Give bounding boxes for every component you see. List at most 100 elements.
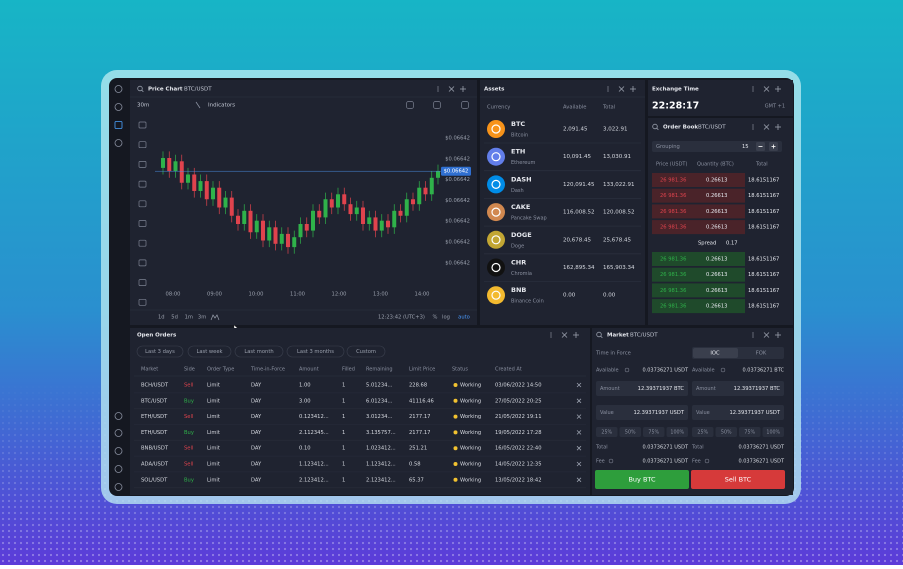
- sidebar-icon[interactable]: [114, 85, 123, 93]
- percent-label[interactable]: 75%: [648, 430, 659, 436]
- amount-input[interactable]: [596, 381, 688, 396]
- more-icon[interactable]: [437, 88, 439, 90]
- percent-button[interactable]: [596, 427, 618, 437]
- tif-option[interactable]: FOK: [756, 351, 767, 357]
- sidebar-icon[interactable]: [114, 139, 123, 147]
- drawing-tool[interactable]: [138, 141, 147, 149]
- more-icon[interactable]: [437, 86, 439, 88]
- cell: Working: [460, 383, 481, 389]
- tab-label[interactable]: Last week: [196, 349, 222, 355]
- cell: ETH/USDT: [141, 430, 168, 436]
- more-icon[interactable]: [752, 332, 754, 334]
- drawing-tool[interactable]: [138, 239, 147, 247]
- value-input[interactable]: [692, 405, 784, 420]
- more-icon[interactable]: [752, 334, 754, 336]
- percent-button[interactable]: [715, 427, 738, 437]
- scale-option[interactable]: auto: [458, 315, 470, 321]
- more-icon[interactable]: [752, 126, 754, 128]
- tab[interactable]: [286, 345, 345, 358]
- more-icon[interactable]: [752, 88, 754, 90]
- more-icon[interactable]: [437, 90, 439, 92]
- coin-symbol: BTC: [511, 120, 525, 128]
- percent-button[interactable]: [643, 427, 665, 437]
- percent-label[interactable]: 25%: [601, 430, 612, 436]
- cell: Limit: [207, 414, 220, 420]
- tab-label[interactable]: Last 3 days: [145, 349, 175, 355]
- percent-label[interactable]: 100%: [766, 430, 780, 436]
- percent-button[interactable]: [692, 427, 714, 437]
- drawing-tool[interactable]: [138, 279, 147, 286]
- sidebar-icon[interactable]: [114, 429, 123, 437]
- indicators-button[interactable]: Indicators: [208, 103, 235, 109]
- percent-button[interactable]: [619, 427, 642, 437]
- drawing-tool[interactable]: [138, 200, 147, 208]
- tab-label[interactable]: Last 3 months: [297, 349, 334, 355]
- candle-body: [173, 161, 178, 172]
- tab[interactable]: [136, 345, 184, 358]
- buy-button-label[interactable]: Buy BTC: [628, 476, 656, 484]
- more-icon[interactable]: [607, 88, 609, 90]
- toolbar-icon[interactable]: [433, 101, 441, 109]
- sell-button-label[interactable]: Sell BTC: [725, 476, 752, 484]
- tab-label[interactable]: Custom: [356, 349, 376, 355]
- percent-label[interactable]: 75%: [744, 430, 755, 436]
- drawing-tool[interactable]: [138, 121, 147, 129]
- more-icon[interactable]: [752, 124, 754, 126]
- sidebar-icon[interactable]: [114, 103, 123, 111]
- toolbar-icon[interactable]: [406, 101, 414, 109]
- more-icon[interactable]: [752, 86, 754, 88]
- drawing-tool[interactable]: [138, 259, 147, 267]
- more-icon[interactable]: [752, 90, 754, 92]
- toolbar-icon[interactable]: [461, 101, 469, 109]
- more-icon[interactable]: [607, 90, 609, 92]
- more-icon[interactable]: [752, 336, 754, 338]
- percent-label[interactable]: 25%: [697, 430, 708, 436]
- percent-label[interactable]: 50%: [625, 430, 636, 436]
- percent-label[interactable]: 100%: [670, 430, 684, 436]
- panel-title: Open Orders: [137, 333, 177, 339]
- drawing-tool[interactable]: [138, 161, 147, 168]
- candle-body: [354, 207, 359, 215]
- spread: 0.17: [726, 241, 738, 247]
- tab[interactable]: [346, 345, 386, 358]
- amount-value: 12.39371937 BTC: [638, 386, 685, 392]
- more-icon[interactable]: [550, 332, 552, 334]
- sidebar-icon[interactable]: [114, 465, 123, 473]
- percent-button[interactable]: [739, 427, 761, 437]
- candle-body: [186, 174, 190, 183]
- drawing-tool[interactable]: [138, 180, 147, 188]
- period-button[interactable]: 3m: [198, 315, 206, 321]
- close-icon: [618, 86, 625, 92]
- drawing-tool[interactable]: [138, 220, 147, 227]
- sidebar-icon[interactable]: [114, 121, 123, 129]
- more-icon[interactable]: [550, 336, 552, 338]
- percent-button[interactable]: [666, 427, 689, 437]
- buy-button[interactable]: [595, 470, 689, 489]
- period-button[interactable]: 1d: [158, 315, 165, 321]
- value-label: Value: [600, 410, 614, 416]
- more-icon[interactable]: [752, 128, 754, 130]
- amount-input[interactable]: [692, 381, 784, 396]
- sell-button[interactable]: [691, 470, 785, 489]
- sidebar-icon[interactable]: [114, 483, 123, 491]
- period-button[interactable]: 5d: [171, 315, 178, 321]
- sidebar-icon[interactable]: [114, 412, 123, 420]
- value-input[interactable]: [596, 405, 688, 420]
- tab[interactable]: [234, 345, 284, 358]
- period-button[interactable]: 1m: [185, 315, 193, 321]
- tab[interactable]: [187, 345, 232, 358]
- coin-glyph: [491, 235, 501, 245]
- tab-label[interactable]: Last month: [244, 349, 273, 355]
- scale-option[interactable]: log: [442, 315, 450, 321]
- tif-option[interactable]: IOC: [710, 351, 720, 357]
- percent-label[interactable]: 50%: [721, 430, 732, 436]
- more-icon[interactable]: [607, 86, 609, 88]
- scale-option[interactable]: %: [433, 315, 438, 321]
- available: 20,678.45: [563, 237, 591, 243]
- drawing-tool[interactable]: [138, 298, 147, 306]
- sidebar-icon[interactable]: [114, 447, 123, 455]
- interval-button[interactable]: 30m: [137, 103, 149, 109]
- coin-icon: [487, 230, 505, 249]
- percent-button[interactable]: [762, 427, 785, 437]
- more-icon[interactable]: [550, 334, 552, 336]
